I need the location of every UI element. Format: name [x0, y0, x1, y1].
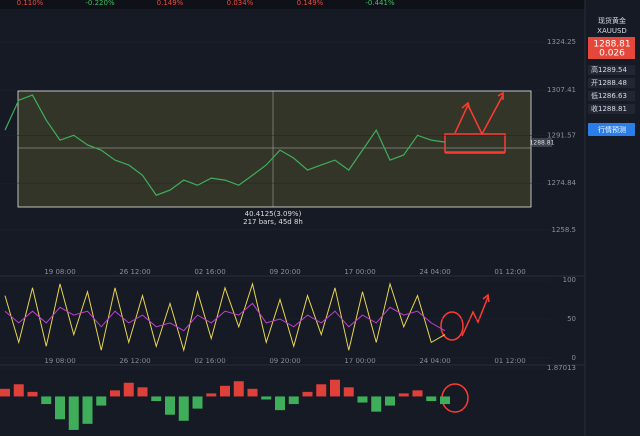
histogram-bar: [41, 396, 52, 405]
forecast-button-label[interactable]: 行情预测: [598, 125, 626, 134]
histogram-bar: [192, 396, 203, 409]
y-tick-label: 0: [572, 354, 576, 362]
y-tick-label: 1258.5: [552, 226, 577, 234]
histogram-bar: [165, 396, 175, 415]
instrument-name: 现货黄金: [598, 16, 626, 25]
y-tick-label: 1274.84: [547, 179, 576, 187]
x-tick-label: 01 12:00: [494, 268, 525, 276]
x-tick-label: 17 00:00: [344, 268, 375, 276]
histogram-bar: [151, 396, 162, 402]
x-tick-label: 02 16:00: [194, 268, 225, 276]
x-tick-label: 24 04:00: [419, 357, 450, 365]
ticker-value: 0.149%: [297, 0, 324, 7]
stat-label: 收: [591, 104, 598, 113]
price: 1288.81: [593, 40, 630, 50]
histogram-bar: [288, 396, 299, 405]
stat-value: 1286.63: [598, 92, 627, 100]
histogram-bar: [426, 396, 437, 402]
ticker-value: 0.034%: [227, 0, 254, 7]
x-tick-label: 01 12:00: [494, 357, 525, 365]
histogram-bar: [233, 381, 244, 397]
histogram-bar: [27, 391, 38, 397]
y-tick-label: 100: [563, 276, 576, 284]
ticker-value: -0.441%: [365, 0, 395, 7]
x-tick-label: 17 00:00: [344, 357, 375, 365]
series-line: [4, 302, 446, 332]
x-tick-label: 19 08:00: [44, 357, 75, 365]
histogram-bar: [137, 387, 148, 397]
histogram-bar: [178, 396, 189, 421]
annotation-arrows: [440, 91, 506, 413]
histogram-bar: [13, 384, 24, 397]
measure-span: 217 bars, 45d 8h: [243, 218, 303, 226]
histogram-bar: [302, 391, 313, 397]
ticker-value: 0.110%: [17, 0, 44, 7]
ticker-value: -0.220%: [85, 0, 115, 7]
y-tick-label: 1307.41: [547, 86, 576, 94]
x-tick-label: 09 20:00: [269, 357, 300, 365]
histogram-bar: [343, 387, 354, 397]
stat-value: 1289.54: [598, 66, 627, 74]
stat-label: 低: [591, 91, 598, 100]
stat-row: [588, 78, 635, 88]
measure-change: 40.4125(3.09%): [245, 210, 302, 218]
histogram-bar: [275, 396, 285, 411]
histogram-bar: [82, 396, 93, 424]
x-tick-label: 24 04:00: [419, 268, 450, 276]
histogram-bar: [261, 396, 272, 400]
x-tick-label: 26 12:00: [119, 268, 150, 276]
forecast-button[interactable]: [588, 123, 635, 136]
y-tick-label: 1.87013: [547, 364, 576, 372]
histogram-bar: [398, 393, 409, 397]
x-tick-label: 19 08:00: [44, 268, 75, 276]
histogram-bar: [68, 396, 79, 430]
histogram-bar: [206, 393, 217, 397]
stat-row: [588, 65, 635, 75]
y-tick-label: 50: [567, 315, 576, 323]
histogram-bar: [220, 385, 230, 397]
sidebar: 现货黄金 XAUUSD 1288.81 0.026 高 1289.54开 1288.…: [588, 16, 635, 136]
histogram-bar: [371, 396, 382, 412]
measure-label-bg: [240, 209, 306, 227]
stat-label: 开: [591, 79, 598, 87]
histogram-bar: [110, 390, 120, 397]
series-line: [4, 282, 446, 353]
histogram-bar: [55, 396, 65, 420]
price-tag: [532, 138, 552, 147]
histogram-bar: [123, 382, 134, 397]
x-tick-label: 09 20:00: [269, 268, 300, 276]
price-tag-text: 1288.81: [530, 140, 555, 147]
instrument-symbol: XAUUSD: [597, 27, 627, 35]
histogram-bar: [247, 388, 258, 397]
y-tick-label: 1324.25: [547, 38, 576, 46]
histogram-bar: [440, 396, 450, 405]
stat-value: 1288.81: [598, 105, 627, 113]
y-tick-label: 1291.57: [547, 131, 576, 139]
histogram-bar: [0, 388, 10, 397]
x-tick-label: 02 16:00: [194, 357, 225, 365]
stat-row: [588, 91, 635, 101]
histogram-bar: [316, 384, 327, 397]
histogram-bar: [412, 390, 423, 397]
x-tick-label: 26 12:00: [119, 357, 150, 365]
price-box: [588, 37, 635, 59]
stat-row: [588, 104, 635, 114]
histogram-bar: [385, 396, 395, 406]
histogram-bar: [357, 396, 368, 403]
histogram-bar: [96, 396, 107, 406]
ticker-value: 0.149%: [157, 0, 184, 7]
price-change: 0.026: [599, 49, 625, 59]
stat-value: 1288.48: [598, 79, 627, 87]
measure-box: [17, 90, 532, 208]
histogram-bar: [330, 379, 340, 397]
series-line: [4, 94, 446, 196]
stat-label: 高: [591, 65, 598, 74]
ticker-strip: [0, 0, 585, 9]
